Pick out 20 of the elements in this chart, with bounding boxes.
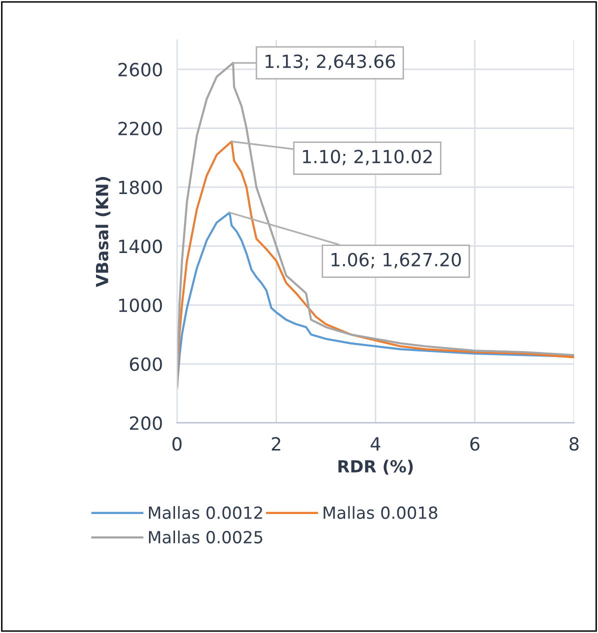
y-tick-label: 2200	[118, 122, 162, 136]
y-tick-label: 2600	[118, 62, 162, 76]
legend-label: Mallas 0.0018	[324, 506, 438, 520]
y-tick-label: 1000	[119, 298, 162, 312]
y-tick-label: 1800	[119, 180, 162, 194]
y-tick-label: 200	[130, 416, 162, 430]
annotation: 1.10; 2,110.02	[303, 150, 432, 166]
x-tick-label: 2	[272, 437, 280, 450]
y-tick-label: 600	[130, 357, 162, 372]
annotation: 1.13; 2,643.66	[266, 54, 395, 70]
x-axis-title: RDR (%)	[338, 460, 413, 475]
legend-label: Mallas 0.0012	[148, 506, 262, 520]
y-tick-label: 1400	[119, 240, 162, 254]
y-axis-title: VBasal (KN)	[95, 176, 110, 288]
legend-label: Mallas 0.0025	[148, 530, 262, 544]
x-tick-label: 8	[570, 437, 579, 451]
annotation: 1.06; 1,627.20	[332, 252, 461, 268]
x-tick-label: 0	[172, 437, 182, 451]
x-tick-label: 4	[370, 437, 380, 450]
x-tick-label: 6	[470, 437, 480, 451]
